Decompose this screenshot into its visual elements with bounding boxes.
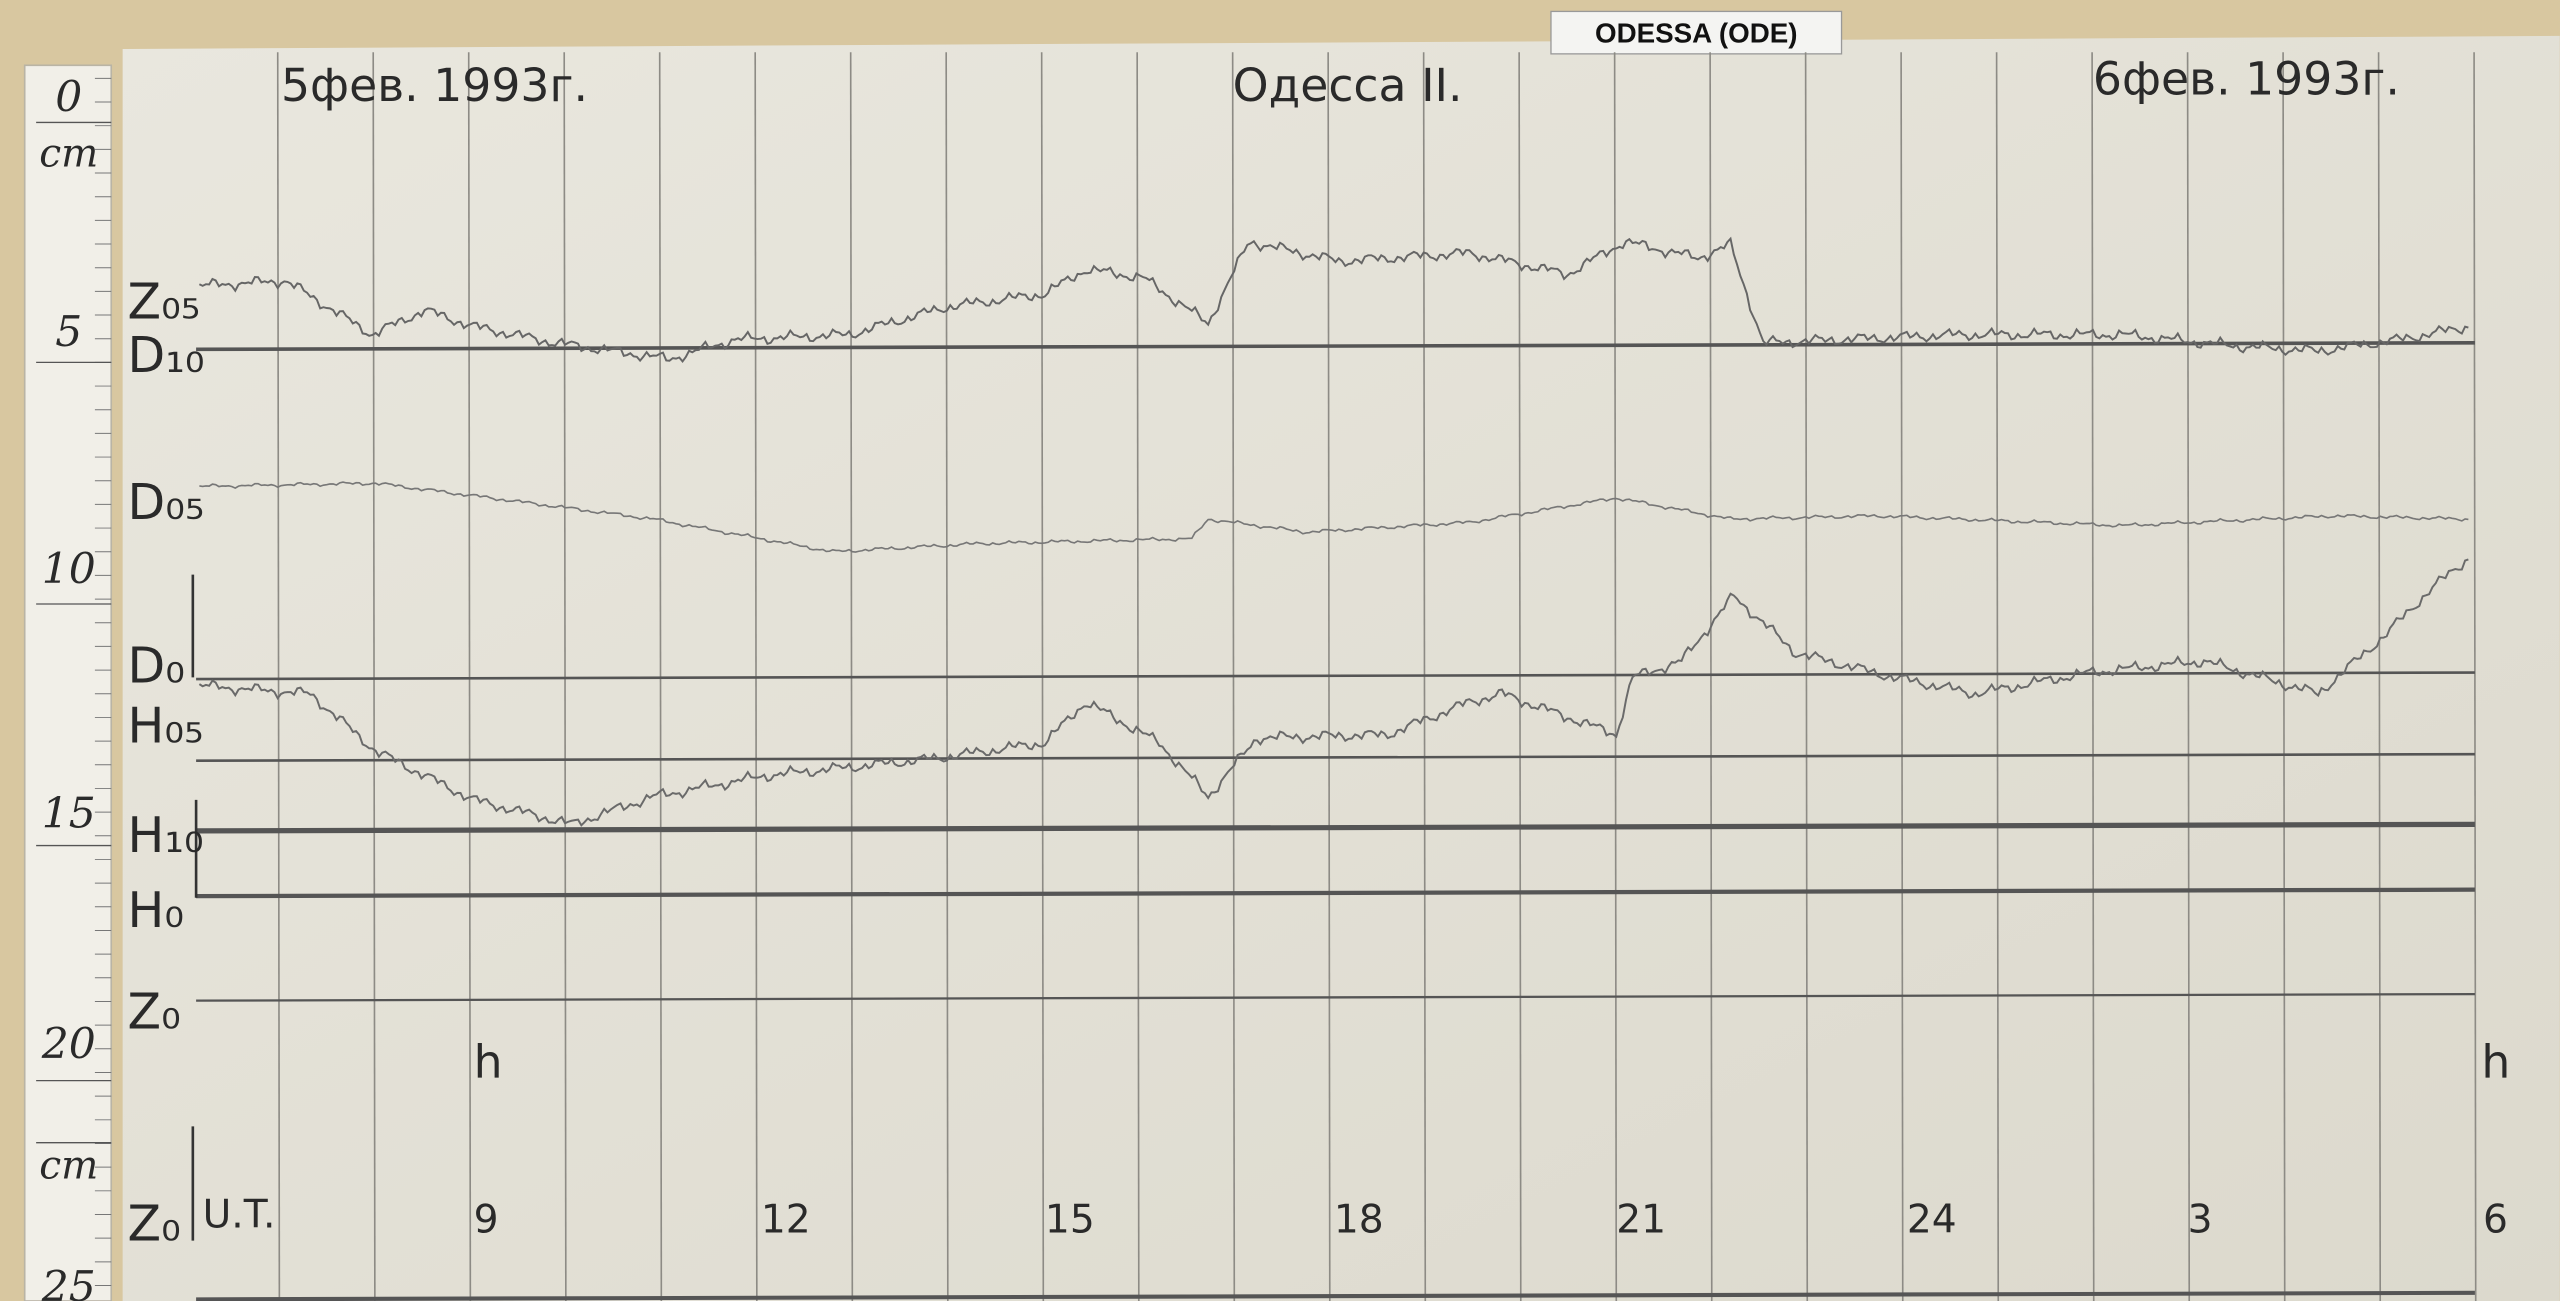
hour-unit: h: [474, 1035, 503, 1088]
hour-unit: h: [2481, 1035, 2510, 1088]
hour-grid-line: [1518, 52, 1522, 1301]
ruler-number: 0: [55, 73, 82, 122]
hour-label: 3: [2188, 1197, 2213, 1242]
ruler-number: 20: [41, 1020, 96, 1069]
header-left: 5фев. 1993г.: [281, 59, 588, 112]
ruler-number: 10: [42, 545, 96, 594]
hour-label: 12: [761, 1197, 811, 1242]
hour-label: 24: [1907, 1197, 1957, 1242]
trace: [198, 236, 2469, 363]
time-label: U.T.: [203, 1193, 276, 1238]
hour-grid-line: [563, 52, 567, 1301]
station-label: ODESSA (ODE): [1595, 17, 1798, 48]
trace-label: Z₀₅: [128, 273, 201, 330]
hour-label: 15: [1045, 1197, 1095, 1242]
hour-label: 9: [474, 1197, 499, 1242]
station-tag: [1550, 10, 1843, 55]
trace-label: Z₀: [128, 983, 181, 1040]
baseline: [196, 341, 2475, 352]
hour-grid-line: [1995, 52, 2000, 1301]
header-center: Одесса II.: [1233, 59, 1463, 112]
trace: [198, 558, 2469, 827]
hour-grid-line: [2091, 52, 2095, 1301]
traces: [191, 236, 2475, 1301]
hour-grid-line: [1613, 52, 1618, 1301]
header-right: 6фев. 1993г.: [2093, 53, 2400, 106]
hour-label: 21: [1616, 1197, 1666, 1242]
hour-grid-line: [467, 52, 472, 1301]
trace-label: D₁₀: [128, 327, 205, 384]
trace-label: H₀: [128, 882, 184, 939]
ruler: [23, 64, 113, 1301]
hour-grid-line: [276, 52, 281, 1301]
baseline: [196, 887, 2475, 899]
hour-grid-line: [2473, 52, 2477, 1301]
trace-label: H₀₅: [128, 698, 204, 755]
ruler-number: 25: [41, 1263, 96, 1301]
trace: [199, 481, 2469, 553]
baseline: [196, 992, 2475, 1002]
hour-label: 18: [1334, 1197, 1384, 1242]
hour-label: 6: [2483, 1197, 2508, 1242]
ruler-unit: cm: [39, 132, 98, 177]
hour-grid-line: [1709, 52, 1713, 1301]
hour-grid-line: [1804, 52, 1809, 1301]
trace-label: H₁₀: [128, 807, 204, 864]
hour-grid-line: [2377, 52, 2382, 1301]
baseline: [196, 752, 2475, 762]
baseline: [196, 1290, 2475, 1301]
trace-label: Z₀: [128, 1196, 181, 1253]
paper-sheet: [122, 35, 2560, 1301]
ruler-number: 15: [42, 790, 96, 839]
trace-label: D₀: [128, 637, 185, 694]
hour-grid-line: [372, 52, 376, 1301]
hour-grid-line: [2186, 52, 2191, 1301]
trace-label: D₀₅: [128, 474, 205, 531]
ruler-unit: cm: [39, 1144, 98, 1189]
baseline: [196, 821, 2475, 834]
ruler-number: 5: [55, 308, 82, 357]
hour-grid-line: [2282, 52, 2286, 1301]
